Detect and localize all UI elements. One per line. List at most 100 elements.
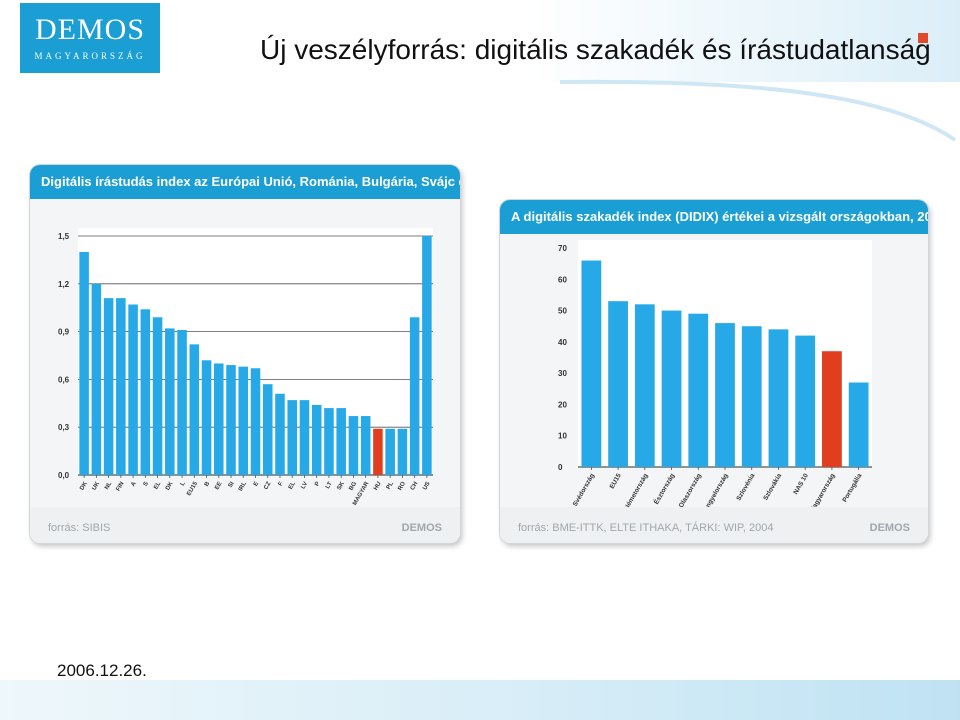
x-tick-label: UK [92, 480, 102, 491]
x-tick-label: F [278, 481, 285, 487]
x-tick-label: EE [214, 481, 223, 491]
x-tick-label: IRL [238, 481, 248, 493]
bar [768, 329, 789, 467]
y-tick-label: 50 [558, 307, 567, 316]
right-chart-body: 0 10 20 30 40 50 60 70 Svédország EU15 Németország… [500, 234, 928, 515]
x-tick-label: RO [397, 481, 407, 492]
x-tick-label: HU [373, 481, 383, 492]
x-tick-label: EL [288, 481, 297, 491]
bar [140, 309, 151, 475]
bar [634, 304, 655, 467]
x-tick-label: Svédország [572, 472, 596, 507]
bar [79, 251, 89, 475]
bar [348, 416, 359, 475]
left-chart-source: forrás: SIBIS [48, 522, 111, 534]
bar [165, 328, 175, 475]
left-chart-brand: DEMOS [401, 522, 442, 534]
bar [422, 236, 432, 475]
bar [324, 408, 334, 475]
accent-square-icon [918, 33, 928, 43]
x-tick-label: EL [153, 481, 162, 491]
y-tick-label: 30 [558, 369, 567, 378]
y-tick-label: 0 [558, 463, 563, 472]
y-tick-label: 0,3 [58, 423, 70, 432]
right-chart-title: A digitális szakadék index (DIDIX) érték… [500, 200, 928, 234]
y-tick-label: 0,0 [58, 471, 70, 480]
y-tick-label: 10 [558, 432, 567, 441]
bar [287, 400, 297, 475]
x-tick-label: PL [386, 481, 395, 491]
x-tick-label: SI [228, 481, 236, 489]
right-chart-footer: forrás: BME-ITTK, ELTE ITHAKA, TÁRKI: WI… [500, 507, 928, 543]
x-tick-label: FIN [116, 481, 126, 492]
x-tick-label: Olaszország [678, 472, 703, 507]
x-tick-label: BG [348, 481, 358, 492]
y-tick-label: 40 [558, 338, 567, 347]
x-tick-label: DK [79, 480, 89, 491]
y-tick-label: 1,5 [58, 232, 70, 241]
header-swoosh [559, 79, 957, 142]
header-band [0, 0, 960, 82]
bar [226, 365, 236, 475]
x-tick-label: Lengyelország [701, 472, 730, 507]
bar [397, 428, 408, 475]
bar [688, 313, 709, 467]
footer-band [0, 680, 960, 720]
x-tick-label: Szlovákia [762, 472, 783, 501]
right-chart-source: forrás: BME-ITTK, ELTE ITHAKA, TÁRKI: WI… [518, 522, 774, 534]
right-chart-panel: A digitális szakadék index (DIDIX) érték… [500, 200, 928, 543]
x-tick-label: Portugália [841, 472, 863, 503]
bar [275, 393, 285, 475]
left-chart-footer: forrás: SIBIS DEMOS [30, 507, 460, 543]
logo-subtitle: MAGYARORSZÁG [34, 51, 146, 61]
left-chart-body: 0,0 0,3 0,6 0,9 1,2 1,5 DK UK NL FIN A S EL DK L EU15 B E… [30, 199, 460, 507]
left-chart-panel: Digitális írástudás index az Európai Uni… [30, 165, 460, 543]
left-bar-chart: 0,00,30,60,91,21,5DK UK NL FIN A S EL DK L EU15 B E… [58, 228, 433, 507]
x-tick-label: SK [337, 480, 347, 491]
bar [822, 351, 842, 467]
bar [238, 366, 249, 475]
y-tick-label: 70 [558, 244, 567, 253]
bar [741, 326, 762, 467]
x-tick-label: US [422, 481, 431, 491]
page-title: Új veszélyforrás: digitális szakadék és … [260, 34, 931, 65]
x-tick-label: CH [410, 481, 420, 492]
x-tick-label: Szlovénia [735, 472, 756, 502]
bar [201, 360, 212, 475]
x-tick-label: S [143, 481, 150, 487]
x-tick-label: CZ [263, 481, 272, 491]
x-tick-label: LT [325, 481, 334, 490]
y-tick-label: 0,9 [58, 328, 70, 337]
x-tick-label: B [204, 480, 212, 487]
x-tick-label: LV [300, 481, 309, 490]
right-bar-chart: 0 10 20 30 40 50 60 70 Svédország EU15 Németország… [558, 240, 872, 515]
bar [262, 384, 273, 475]
bar [91, 283, 102, 475]
x-tick-label: E [253, 481, 260, 487]
bar [214, 363, 224, 475]
x-tick-label: DK [165, 480, 175, 491]
bar [373, 428, 383, 475]
demos-logo: DEMOS MAGYARORSZÁG [20, 3, 160, 73]
right-chart-brand: DEMOS [869, 522, 910, 534]
x-tick-label: Észtország [651, 471, 676, 505]
bar [848, 382, 869, 467]
bar [189, 344, 200, 475]
x-tick-label: NL [104, 481, 113, 491]
footer-date: 2006.12.26. [57, 661, 147, 680]
bar [715, 323, 735, 467]
x-tick-label: Magyarország [809, 472, 837, 507]
bar [116, 298, 126, 475]
x-tick-label: Németország [623, 472, 649, 507]
logo-wordmark: DEMOS [34, 13, 145, 46]
bar [177, 330, 187, 475]
bar [250, 368, 261, 475]
bar [299, 400, 310, 475]
x-tick-label: EU15 [186, 480, 199, 497]
bar [409, 317, 420, 475]
bar [128, 304, 138, 475]
y-tick-label: 60 [558, 275, 567, 284]
y-tick-label: 1,2 [58, 280, 70, 289]
bar [103, 298, 114, 475]
bar [360, 416, 371, 475]
